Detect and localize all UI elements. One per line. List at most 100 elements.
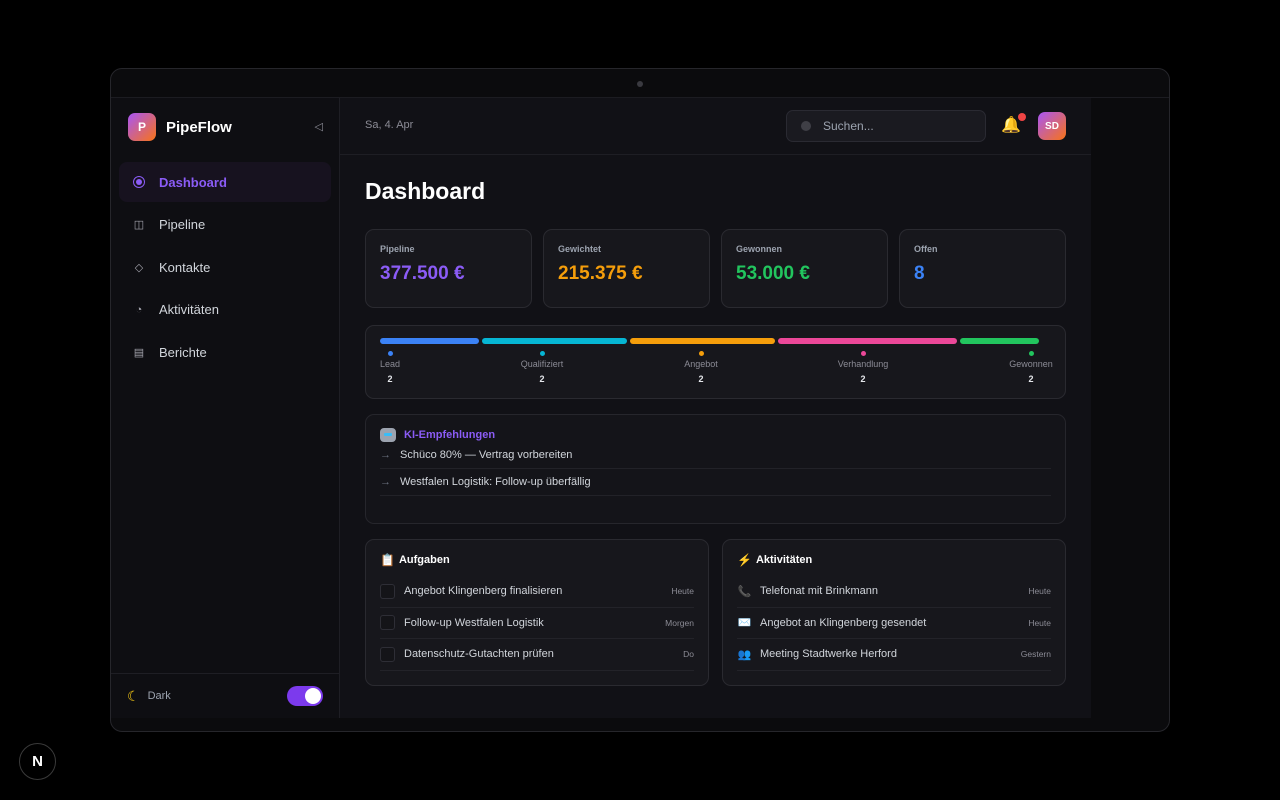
task-checkbox[interactable] <box>380 646 395 662</box>
columns-icon: ◫ <box>133 219 145 231</box>
kpi-card-gewichtet[interactable]: Gewichtet 215.375 € <box>543 229 710 308</box>
radio-dot-icon <box>133 176 145 188</box>
sidebar-item-label: Kontakte <box>159 259 211 275</box>
ai-recommendation-text: Westfalen Logistik: Follow-up überfällig <box>400 476 591 488</box>
task-checkbox[interactable] <box>380 583 395 599</box>
ai-recommendation-text: Schüco 80% — Vertrag vorbereiten <box>400 449 573 461</box>
stage-name: Gewonnen <box>1009 359 1053 369</box>
robot-icon <box>380 428 396 442</box>
arrow-right-icon: → <box>380 476 391 488</box>
pipeline-stage[interactable]: Verhandlung 2 <box>823 351 903 384</box>
tasks-title: 📋 Aufgaben <box>380 553 694 567</box>
app-name: PipeFlow <box>166 118 232 136</box>
sidebar-item-dashboard[interactable]: Dashboard <box>119 162 331 202</box>
activity-time: Heute <box>1028 586 1051 597</box>
app-window: P PipeFlow ◁ Dashboard ◫ Pipeline ◇ Kont… <box>111 98 1091 718</box>
task-row: Follow-up Westfalen Logistik Morgen <box>380 608 694 639</box>
sidebar-item-aktivitaeten[interactable]: ◔ Aktivitäten <box>119 290 331 330</box>
sidebar-item-label: Dashboard <box>159 174 227 190</box>
task-label: Follow-up Westfalen Logistik <box>404 616 544 629</box>
clipboard-icon: 📋 <box>380 553 395 567</box>
search-input[interactable] <box>823 119 973 133</box>
pipeline-stage[interactable]: Lead 2 <box>350 351 430 384</box>
kpi-value: 377.500 € <box>380 263 465 284</box>
pipeline-stage[interactable]: Qualifiziert 2 <box>502 351 582 384</box>
pipeline-stage[interactable]: Angebot 2 <box>661 351 741 384</box>
bell-icon[interactable]: 🔔 <box>1001 117 1021 134</box>
sidebar-item-label: Pipeline <box>159 217 206 232</box>
main-area: Sa, 4. Apr 🔔 SD Dashboard Pipeline 377.5… <box>340 98 1091 718</box>
activity-time: Gestern <box>1020 649 1051 660</box>
activity-label: Telefonat mit Brinkmann <box>760 585 878 598</box>
arrow-right-icon: → <box>380 449 391 461</box>
activity-list: 📞 Telefonat mit Brinkmann Heute ✉️ Angeb… <box>737 576 1051 671</box>
search-box[interactable] <box>786 110 986 142</box>
kpi-value: 53.000 € <box>736 263 810 284</box>
kpi-row: Pipeline 377.500 € Gewichtet 215.375 € G… <box>365 229 1066 308</box>
pipeline-bar <box>380 338 1051 344</box>
task-row: Datenschutz-Gutachten prüfen Do <box>380 639 694 671</box>
theme-label: Dark <box>147 690 171 702</box>
pie-icon: ◔ <box>135 303 143 316</box>
kpi-card-pipeline[interactable]: Pipeline 377.500 € <box>365 229 532 308</box>
ai-title: KI-Empfehlungen <box>380 428 1051 442</box>
dark-mode-toggle[interactable] <box>287 686 323 706</box>
activity-row[interactable]: 👥 Meeting Stadtwerke Herford Gestern <box>737 639 1051 671</box>
user-avatar[interactable]: SD <box>1038 112 1066 140</box>
kpi-label: Gewonnen <box>736 244 783 254</box>
task-due: Morgen <box>665 617 694 628</box>
ai-recommendation[interactable]: → Schüco 80% — Vertrag vorbereiten <box>380 442 1051 469</box>
stage-name: Qualifiziert <box>520 359 564 369</box>
task-row: Angebot Klingenberg finalisieren Heute <box>380 576 694 608</box>
tasks-card: 📋 Aufgaben Angebot Klingenberg finalisie… <box>365 539 709 686</box>
sidebar-footer: ☾ Dark <box>111 673 339 718</box>
kpi-card-offen[interactable]: Offen 8 <box>899 229 1066 308</box>
people-icon: 👥 <box>737 648 752 661</box>
stage-count: 2 <box>387 374 393 384</box>
collapse-sidebar-icon[interactable]: ◁ <box>314 121 323 133</box>
kpi-value: 8 <box>914 263 925 284</box>
page-title: Dashboard <box>365 178 486 204</box>
kpi-card-gewonnen[interactable]: Gewonnen 53.000 € <box>721 229 888 308</box>
phone-icon: 📞 <box>737 585 752 598</box>
activities-title: ⚡ Aktivitäten <box>737 553 1051 567</box>
sidebar-nav: Dashboard ◫ Pipeline ◇ Kontakte ◔ Aktivi… <box>111 156 339 381</box>
activity-row[interactable]: ✉️ Angebot an Klingenberg gesendet Heute <box>737 608 1051 639</box>
device-top-bar <box>111 69 1169 98</box>
brand: P PipeFlow ◁ <box>111 98 339 156</box>
list-icon: ▤ <box>133 346 145 359</box>
pipeline-stage[interactable]: Gewonnen 2 <box>991 351 1071 384</box>
toggle-knob <box>305 688 321 704</box>
stage-dot <box>1028 351 1034 356</box>
search-icon <box>801 121 811 131</box>
ai-recommendation[interactable]: → Westfalen Logistik: Follow-up überfäll… <box>380 469 1051 496</box>
pipeline-bar-segment <box>380 338 479 344</box>
kpi-label: Offen <box>914 244 938 254</box>
sidebar-item-berichte[interactable]: ▤ Berichte <box>119 332 331 372</box>
device-frame: P PipeFlow ◁ Dashboard ◫ Pipeline ◇ Kont… <box>110 68 1170 732</box>
task-list: Angebot Klingenberg finalisieren Heute F… <box>380 576 694 671</box>
activity-row[interactable]: 📞 Telefonat mit Brinkmann Heute <box>737 576 1051 608</box>
pipeline-bar-segment <box>482 338 628 344</box>
dashboard-content: Dashboard Pipeline 377.500 € Gewichtet 2… <box>340 155 1091 706</box>
kpi-label: Pipeline <box>380 244 415 254</box>
stage-name: Verhandlung <box>837 359 889 369</box>
diamond-icon: ◇ <box>134 261 144 274</box>
sidebar-item-kontakte[interactable]: ◇ Kontakte <box>119 247 331 287</box>
top-header: Sa, 4. Apr 🔔 SD <box>340 98 1091 155</box>
sidebar-item-pipeline[interactable]: ◫ Pipeline <box>119 205 331 245</box>
stage-name: Angebot <box>684 359 718 369</box>
notification-dot <box>1018 113 1026 121</box>
pipeline-bar-segment <box>778 338 957 344</box>
activities-card: ⚡ Aktivitäten 📞 Telefonat mit Brinkmann … <box>722 539 1066 686</box>
lists-row: 📋 Aufgaben Angebot Klingenberg finalisie… <box>365 539 1066 686</box>
stage-count: 2 <box>860 374 866 384</box>
envelope-icon: ✉️ <box>737 617 752 630</box>
pipeline-bar-segment <box>959 338 1039 344</box>
task-checkbox[interactable] <box>380 615 395 631</box>
current-date: Sa, 4. Apr <box>365 119 414 131</box>
framework-badge[interactable]: N <box>19 743 56 780</box>
pipeline-stages-card: Lead 2 Qualifiziert 2 Angebot 2 Verhandlung 2 Ge… <box>365 325 1066 399</box>
stage-dot <box>698 351 704 356</box>
kpi-label: Gewichtet <box>558 244 602 254</box>
